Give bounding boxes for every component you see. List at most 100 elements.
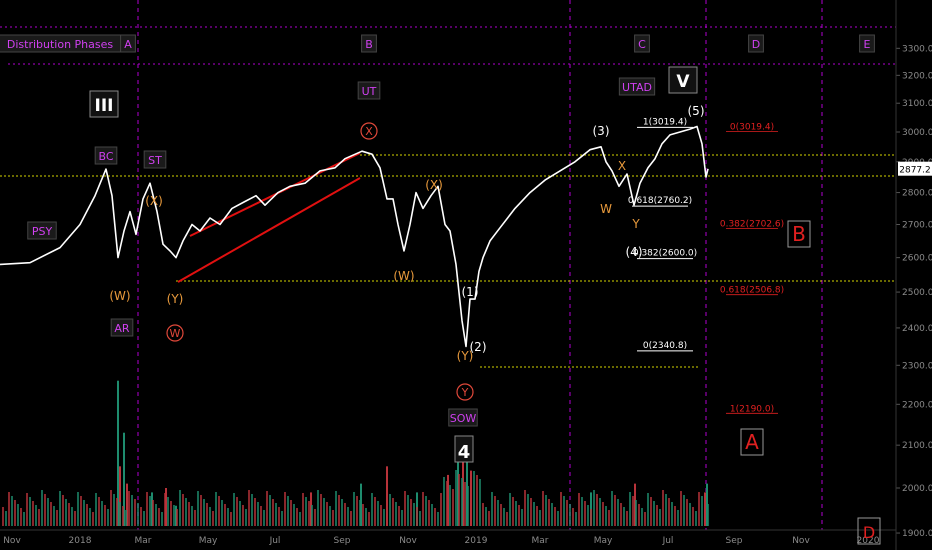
volume-bar	[212, 511, 214, 526]
volume-bar	[515, 501, 517, 526]
volume-bar	[2, 507, 4, 526]
circled-wave-ring	[166, 324, 184, 342]
volume-bar	[74, 511, 76, 526]
volume-bar	[104, 505, 106, 526]
volume-bar	[593, 490, 595, 526]
volume-bar	[260, 506, 262, 526]
volume-bar	[560, 492, 562, 526]
volume-bar	[182, 494, 184, 526]
volume-bar	[458, 474, 460, 526]
volume-bar	[620, 503, 622, 526]
last-price-label: 2877.2	[899, 166, 931, 176]
volume-bar	[416, 507, 418, 526]
y-axis-tick-label: 2700.0	[902, 221, 932, 231]
volume-bar	[224, 504, 226, 526]
target-label: A	[745, 430, 759, 454]
volume-bar	[707, 504, 709, 526]
volume-bar	[308, 501, 310, 526]
phase-letter-D-box	[748, 34, 764, 53]
volume-bar	[653, 501, 655, 526]
event-sow-box	[448, 408, 478, 427]
volume-bar	[413, 503, 415, 526]
volume-bar	[26, 493, 28, 526]
volume-bar	[512, 497, 514, 526]
volume-bar	[83, 500, 85, 526]
volume-bar	[239, 501, 241, 526]
volume-bar	[254, 498, 256, 526]
volume-bar	[665, 494, 667, 526]
projection-label: 0.618(2506.8)	[720, 286, 784, 296]
volume-bar	[500, 504, 502, 526]
volume-bar	[179, 490, 181, 526]
volume-bar	[377, 501, 379, 526]
volume-bar	[227, 508, 229, 526]
volume-bar	[284, 492, 286, 526]
x-axis-tick-label: Nov	[399, 536, 417, 546]
y-axis-tick-label: 2000.0	[902, 484, 932, 494]
volume-bar	[209, 507, 211, 526]
volume-bar	[23, 512, 25, 526]
volume-bar	[686, 499, 688, 526]
volume-bar	[359, 500, 361, 526]
wave-label-orange: (X)	[145, 194, 163, 208]
x-axis-tick-label: Sep	[726, 536, 743, 546]
target-box	[787, 220, 811, 248]
volume-bar	[596, 494, 598, 526]
volume-bar	[140, 507, 142, 526]
volume-bar	[275, 503, 277, 526]
event-bc: BC	[98, 150, 113, 163]
projection-label: 1(2190.0)	[730, 404, 774, 414]
x-axis-tick-label: Nov	[792, 536, 810, 546]
volume-bar	[5, 511, 7, 526]
wave-label-orange: (Y)	[457, 349, 474, 363]
event-ar-box	[110, 318, 134, 337]
volume-bar	[668, 498, 670, 526]
volume-bar	[362, 504, 364, 526]
volume-bar	[542, 491, 544, 526]
volume-bar	[491, 492, 493, 526]
volume-bar	[497, 500, 499, 526]
x-axis-tick-label: May	[199, 536, 218, 546]
volume-bar	[89, 508, 91, 526]
target-box	[857, 517, 881, 545]
volume-bar	[698, 492, 700, 526]
volume-bar	[431, 504, 433, 526]
volume-bar	[269, 495, 271, 526]
volume-bar	[551, 503, 553, 526]
volume-bar	[623, 507, 625, 526]
volume-bar	[35, 505, 37, 526]
circled-wave-ring	[360, 122, 378, 140]
projection-label: 0.382(2702.6)	[720, 220, 784, 230]
volume-bar	[638, 504, 640, 526]
volume-bar	[323, 498, 325, 526]
target-label: D	[863, 523, 875, 542]
price-line	[0, 125, 709, 348]
volume-bar	[350, 511, 352, 526]
volume-bar	[371, 493, 373, 526]
fib-level-label: 1(3019.4)	[643, 117, 687, 127]
wave-4-box	[454, 435, 474, 463]
volume-bar	[455, 470, 457, 526]
volume-bar	[50, 502, 52, 526]
volume-bar	[353, 492, 355, 526]
volume-bar	[110, 490, 112, 526]
volume-bar	[332, 510, 334, 526]
volume-bar	[257, 502, 259, 526]
volume-bar	[59, 491, 61, 526]
event-st-box	[143, 150, 167, 169]
volume-bar	[425, 496, 427, 526]
roman-wave-box	[89, 90, 119, 118]
volume-bar	[32, 501, 34, 526]
event-ut: UT	[362, 85, 377, 98]
volume-bar	[278, 507, 280, 526]
volume-bar	[302, 493, 304, 526]
volume-bar	[632, 496, 634, 526]
phase-letter-D: D	[752, 38, 760, 51]
wave-label-orange: (W)	[109, 289, 130, 303]
volume-bar	[233, 493, 235, 526]
volume-bar	[395, 502, 397, 526]
volume-bar	[185, 498, 187, 526]
volume-bar	[662, 490, 664, 526]
volume-bar	[539, 510, 541, 526]
